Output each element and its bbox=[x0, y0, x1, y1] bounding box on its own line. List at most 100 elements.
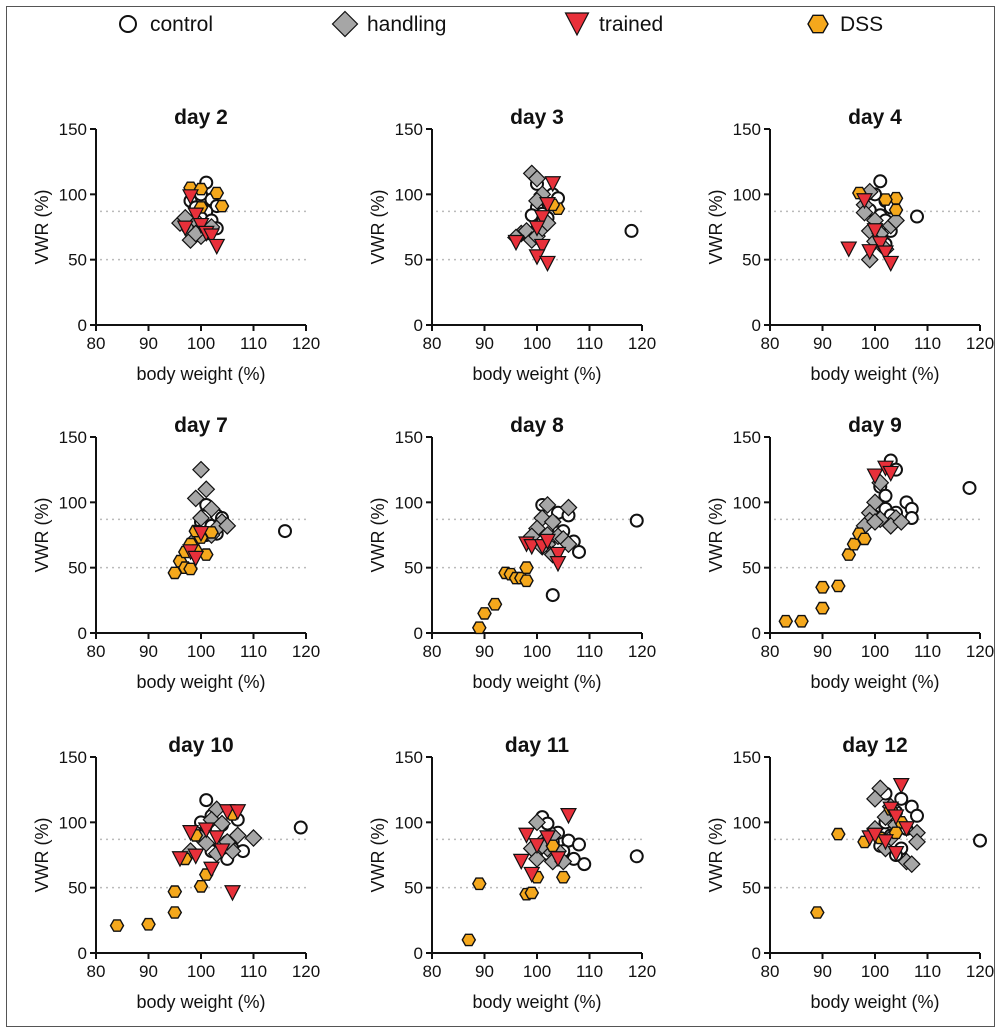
point-trained bbox=[549, 851, 567, 868]
point-trained bbox=[877, 834, 894, 851]
point-trained bbox=[856, 193, 873, 210]
y-axis-label: VWR (%) bbox=[368, 498, 388, 573]
panel-day-11: 0 50 100 150 80 90 100 110 120 day 11 body weight … bbox=[368, 734, 656, 1012]
x-tick-label: 110 bbox=[240, 962, 267, 981]
x-axis-label: body weight (%) bbox=[472, 364, 601, 384]
point-trained bbox=[192, 217, 210, 235]
panel-day-9: 0 50 100 150 80 90 100 110 120 day 9 body weight (… bbox=[706, 414, 994, 692]
x-tick-label: 90 bbox=[139, 642, 158, 661]
legend-marker-trained bbox=[564, 12, 590, 37]
point-trained bbox=[182, 189, 199, 206]
point-trained bbox=[523, 866, 541, 884]
legend-item-control: control bbox=[119, 13, 213, 36]
point-control bbox=[624, 223, 639, 238]
point-trained bbox=[229, 804, 247, 821]
x-tick-label: 90 bbox=[813, 642, 832, 661]
x-tick-label: 120 bbox=[292, 334, 320, 353]
point-trained bbox=[518, 827, 535, 844]
point-dss bbox=[193, 880, 209, 893]
point-dss bbox=[794, 614, 809, 628]
y-tick-label: 150 bbox=[395, 428, 423, 447]
x-tick-label: 120 bbox=[966, 334, 994, 353]
point-control bbox=[910, 209, 924, 224]
y-tick-label: 50 bbox=[404, 879, 423, 898]
y-tick-label: 150 bbox=[733, 120, 761, 139]
legend-marker-handling bbox=[331, 10, 359, 38]
point-trained bbox=[528, 220, 546, 237]
point-trained bbox=[539, 197, 556, 214]
y-tick-label: 150 bbox=[59, 428, 87, 447]
x-tick-label: 110 bbox=[914, 642, 941, 661]
point-handling bbox=[887, 211, 905, 230]
legend-label: handling bbox=[367, 13, 446, 36]
point-handling bbox=[908, 832, 926, 851]
y-axis-label: VWR (%) bbox=[368, 818, 388, 893]
point-dss bbox=[878, 193, 893, 206]
point-handling bbox=[528, 169, 546, 188]
point-trained bbox=[866, 223, 884, 240]
point-handling bbox=[186, 489, 205, 508]
x-tick-label: 100 bbox=[861, 962, 889, 981]
point-dss bbox=[214, 199, 230, 213]
x-tick-label: 120 bbox=[628, 642, 656, 661]
figure-frame bbox=[6, 6, 995, 1027]
x-tick-label: 80 bbox=[761, 334, 780, 353]
point-trained bbox=[840, 241, 858, 258]
point-trained bbox=[523, 539, 541, 556]
point-trained bbox=[208, 830, 226, 847]
point-trained bbox=[877, 245, 894, 262]
y-tick-label: 150 bbox=[59, 120, 87, 139]
point-control bbox=[873, 174, 888, 189]
point-dss bbox=[487, 597, 503, 611]
legend-svg: control handling trained DSS bbox=[119, 10, 883, 38]
panel-day-3: 0 50 100 150 80 90 100 110 120 day 3 body weight (… bbox=[368, 106, 656, 384]
x-axis-label: body weight (%) bbox=[472, 992, 601, 1012]
point-trained bbox=[203, 228, 220, 245]
x-tick-label: 100 bbox=[187, 334, 215, 353]
x-tick-label: 80 bbox=[761, 962, 780, 981]
point-handling bbox=[228, 826, 247, 845]
x-tick-label: 120 bbox=[292, 642, 320, 661]
y-tick-label: 50 bbox=[68, 879, 87, 898]
point-dss bbox=[815, 601, 830, 615]
y-tick-label: 0 bbox=[414, 624, 423, 643]
x-tick-label: 90 bbox=[139, 334, 158, 353]
y-tick-label: 100 bbox=[733, 185, 761, 204]
point-dss bbox=[809, 906, 825, 919]
y-tick-label: 150 bbox=[59, 748, 87, 767]
point-dss bbox=[778, 614, 794, 628]
point-control bbox=[973, 833, 987, 848]
point-handling bbox=[197, 834, 216, 853]
point-trained bbox=[507, 234, 525, 252]
panel-title: day 11 bbox=[505, 734, 570, 757]
y-tick-label: 50 bbox=[68, 559, 87, 578]
x-tick-label: 90 bbox=[475, 642, 494, 661]
panel-day-8: 0 50 100 150 80 90 100 110 120 day 8 body weight (… bbox=[368, 414, 656, 692]
point-control bbox=[572, 837, 586, 852]
x-axis-label: body weight (%) bbox=[810, 992, 939, 1012]
point-handling bbox=[538, 495, 557, 514]
y-tick-label: 100 bbox=[59, 813, 87, 832]
x-tick-label: 120 bbox=[628, 962, 656, 981]
legend-label: trained bbox=[599, 13, 663, 36]
x-tick-label: 100 bbox=[523, 642, 551, 661]
point-dss bbox=[471, 621, 487, 635]
x-tick-label: 80 bbox=[423, 642, 442, 661]
point-dss bbox=[471, 877, 487, 891]
point-dss bbox=[461, 933, 477, 947]
x-tick-label: 110 bbox=[576, 962, 603, 981]
x-tick-label: 80 bbox=[87, 962, 106, 981]
panel-day-4: 0 50 100 150 80 90 100 110 120 day 4 body weight (… bbox=[706, 106, 994, 384]
point-trained bbox=[187, 550, 205, 567]
y-tick-label: 100 bbox=[59, 493, 87, 512]
x-tick-label: 80 bbox=[423, 962, 442, 981]
x-tick-label: 120 bbox=[966, 962, 994, 981]
y-tick-label: 50 bbox=[742, 559, 761, 578]
x-tick-label: 100 bbox=[861, 642, 889, 661]
point-trained bbox=[171, 851, 189, 868]
point-trained bbox=[192, 525, 210, 543]
x-tick-label: 80 bbox=[87, 334, 106, 353]
point-dss bbox=[830, 579, 846, 593]
point-handling bbox=[866, 789, 884, 808]
x-tick-label: 110 bbox=[914, 334, 941, 353]
